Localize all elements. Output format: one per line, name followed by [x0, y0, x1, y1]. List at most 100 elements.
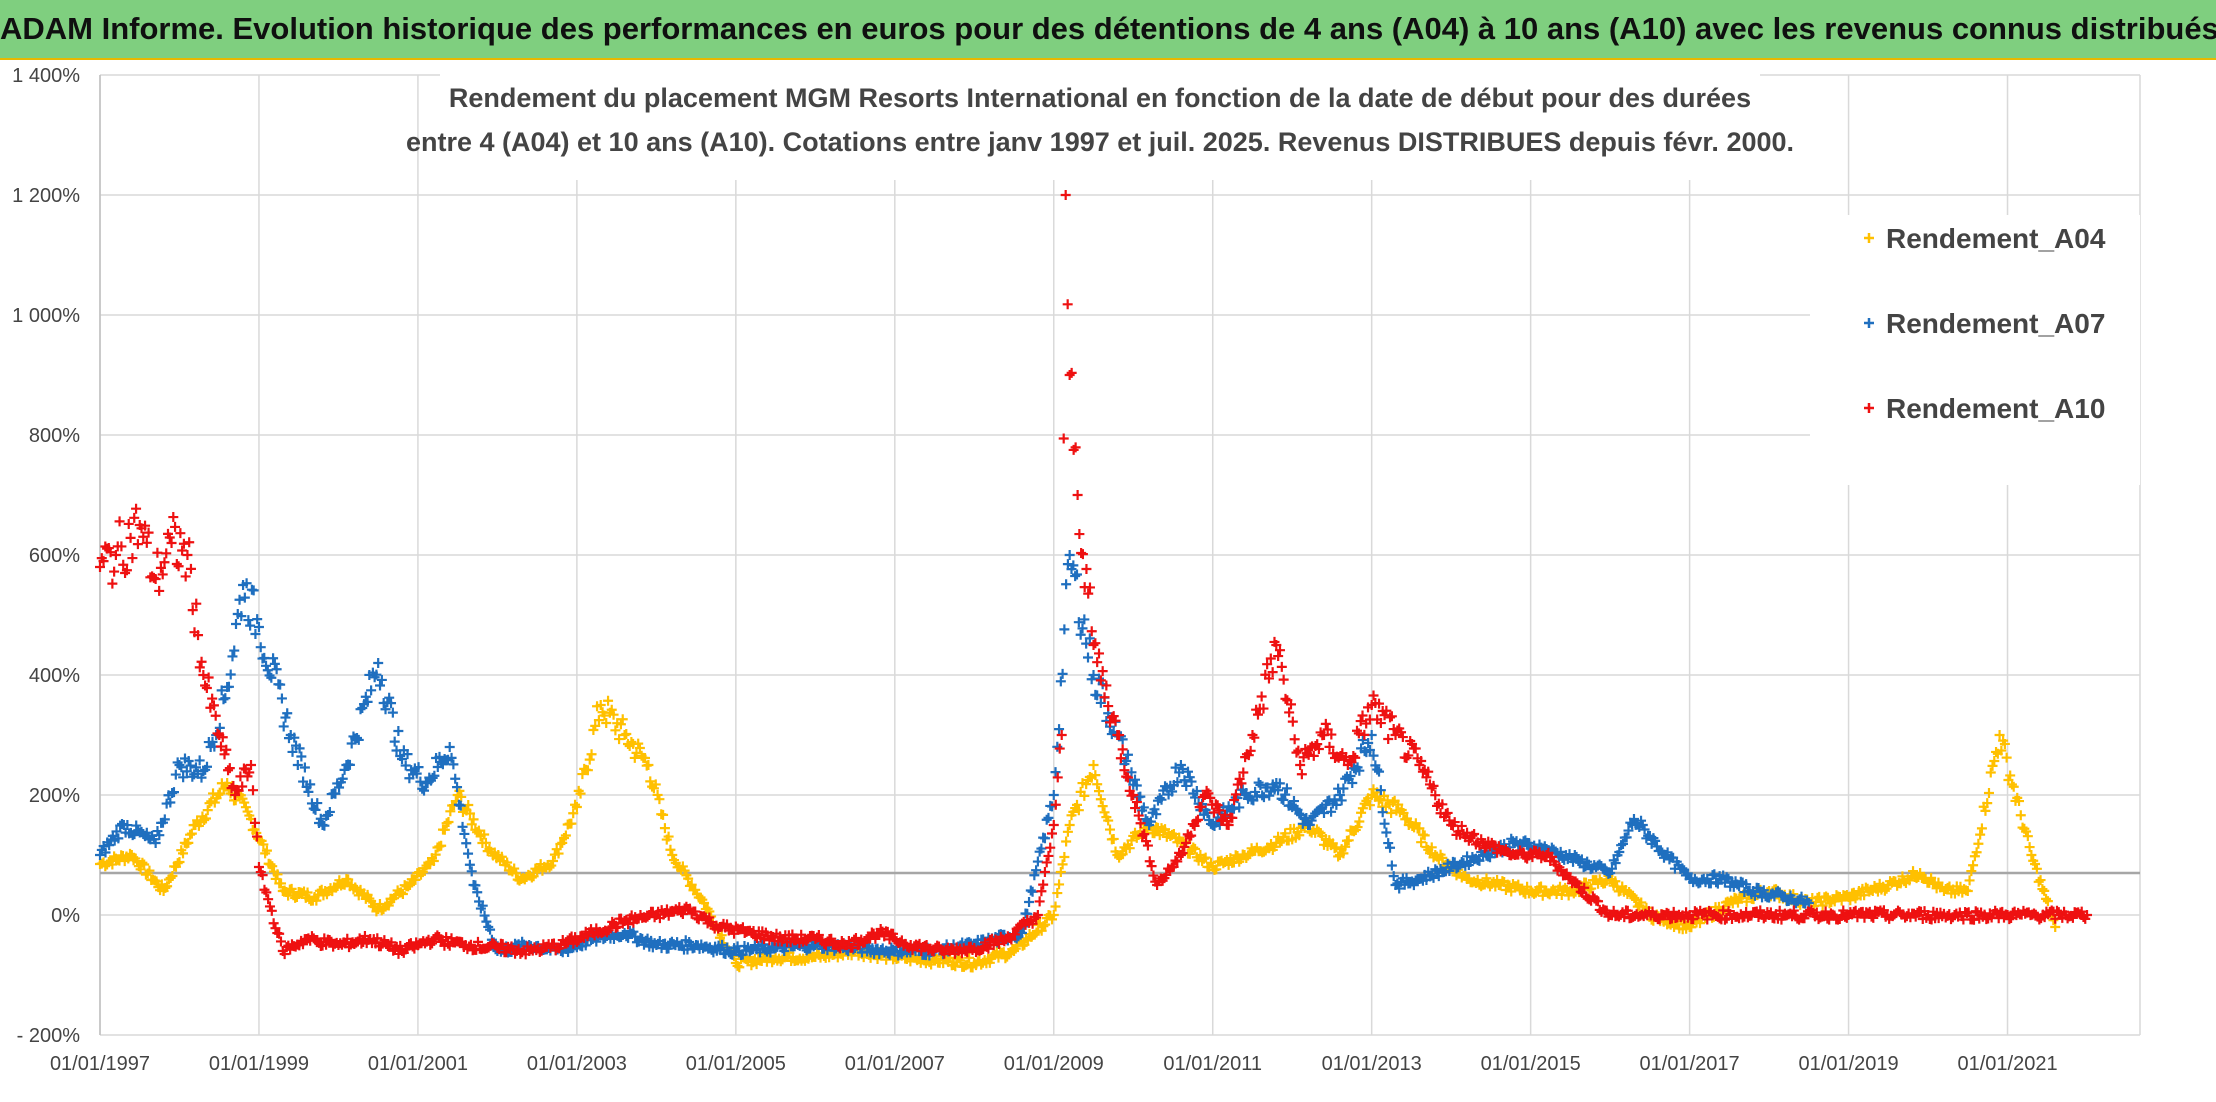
data-point-interp: [610, 725, 621, 736]
data-point-interp: [324, 934, 335, 945]
data-point-interp: [203, 672, 214, 683]
data-point-interp: [1084, 633, 1095, 644]
data-point-interp: [1662, 847, 1673, 858]
data-point-interp: [1256, 691, 1267, 702]
data-point-interp: [1172, 777, 1183, 788]
data-point-interp: [1536, 881, 1547, 892]
data-point-interp: [1631, 894, 1642, 905]
data-point-interp: [948, 959, 959, 970]
data-point-interp: [1149, 828, 1160, 839]
data-point-interp: [456, 791, 467, 802]
data-point-interp: [1140, 814, 1151, 825]
data-point-interp: [1414, 823, 1425, 834]
data-point-interp: [502, 857, 513, 868]
data-point-interp: [2004, 914, 2015, 925]
data-point-interp: [118, 559, 129, 570]
data-point-interp: [1401, 872, 1412, 883]
data-point-interp: [1576, 854, 1587, 865]
x-tick-label: 01/01/2017: [1640, 1053, 1740, 1075]
data-point-interp: [1252, 709, 1263, 720]
data-point-interp: [479, 910, 490, 921]
data-point-interp: [1119, 765, 1130, 776]
data-point: [1390, 730, 1401, 740]
data-point-interp: [415, 776, 426, 787]
data-point-interp: [1385, 842, 1396, 853]
data-point-interp: [1144, 856, 1155, 867]
data-point: [1334, 790, 1345, 800]
title-background: [440, 60, 1760, 180]
data-point-interp: [276, 693, 287, 704]
data-point-interp: [127, 553, 138, 564]
data-point-interp: [207, 693, 218, 704]
data-point-interp: [784, 947, 795, 958]
data-point-interp: [1560, 882, 1571, 893]
data-point-interp: [1287, 716, 1298, 727]
data-point-interp: [1996, 745, 2007, 756]
data-point-interp: [1059, 624, 1070, 635]
data-point-interp: [1908, 866, 1919, 877]
data-point-interp: [1280, 693, 1291, 704]
data-point-interp: [955, 955, 966, 966]
data-point-interp: [679, 865, 690, 876]
data-point-interp: [1320, 718, 1331, 729]
data-point-interp: [1281, 783, 1292, 794]
data-point-interp: [1301, 812, 1312, 823]
data-point-interp: [258, 839, 269, 850]
data-point-interp: [1838, 905, 1849, 916]
data-point: [1016, 928, 1027, 938]
data-point-interp: [1126, 835, 1137, 846]
data-point-interp: [1062, 299, 1073, 310]
data-point-interp: [461, 838, 472, 849]
data-point-interp: [1284, 707, 1295, 718]
data-point-interp: [443, 817, 454, 828]
data-point-interp: [630, 931, 641, 942]
data-point-interp: [1975, 829, 1986, 840]
data-point-interp: [1879, 885, 1890, 896]
data-point-interp: [1614, 847, 1625, 858]
data-point-interp: [1758, 913, 1769, 924]
data-point-interp: [143, 527, 154, 538]
data-point-interp: [1273, 651, 1284, 662]
data-point-interp: [1122, 749, 1133, 760]
data-point-interp: [1357, 803, 1368, 814]
y-tick-label: 1 000%: [12, 305, 80, 327]
data-point-interp: [1381, 827, 1392, 838]
legend-layer: Rendement_A04 Rendement_A07 Rendement_A10: [1810, 215, 2140, 485]
legend-label: Rendement_A10: [1886, 393, 2105, 424]
data-point-interp: [734, 962, 745, 973]
data-point-interp: [479, 829, 490, 840]
data-point-interp: [1139, 829, 1150, 840]
data-point-interp: [1741, 879, 1752, 890]
data-point-interp: [183, 755, 194, 766]
data-point-interp: [1090, 638, 1101, 649]
data-point-interp: [603, 695, 614, 706]
y-tick-label: 800%: [29, 425, 80, 447]
data-point-interp: [477, 900, 488, 911]
data-point-interp: [226, 783, 237, 794]
data-point-interp: [1190, 843, 1201, 854]
data-point-interp: [566, 818, 577, 829]
data-point-interp: [261, 887, 272, 898]
data-point-interp: [1027, 918, 1038, 929]
data-point-interp: [1859, 890, 1870, 901]
x-tick-label: 01/01/1999: [209, 1053, 309, 1075]
data-point-interp: [442, 938, 453, 949]
data-point-interp: [1255, 779, 1266, 790]
data-point-interp: [654, 794, 665, 805]
data-point-interp: [178, 772, 189, 783]
data-point-interp: [305, 779, 316, 790]
data-point-interp: [154, 585, 165, 596]
data-point-interp: [1099, 692, 1110, 703]
data-point-interp: [1245, 745, 1256, 756]
data-point-interp: [201, 683, 212, 694]
data-point-interp: [131, 820, 142, 831]
data-point-interp: [568, 808, 579, 819]
data-point-interp: [464, 859, 475, 870]
x-tick-label: 01/01/2009: [1004, 1053, 1104, 1075]
data-point-interp: [265, 859, 276, 870]
data-point-interp: [296, 751, 307, 762]
data-point-interp: [1137, 830, 1148, 841]
data-point-interp: [303, 786, 314, 797]
data-point-interp: [151, 876, 162, 887]
data-point-interp: [1186, 776, 1197, 787]
